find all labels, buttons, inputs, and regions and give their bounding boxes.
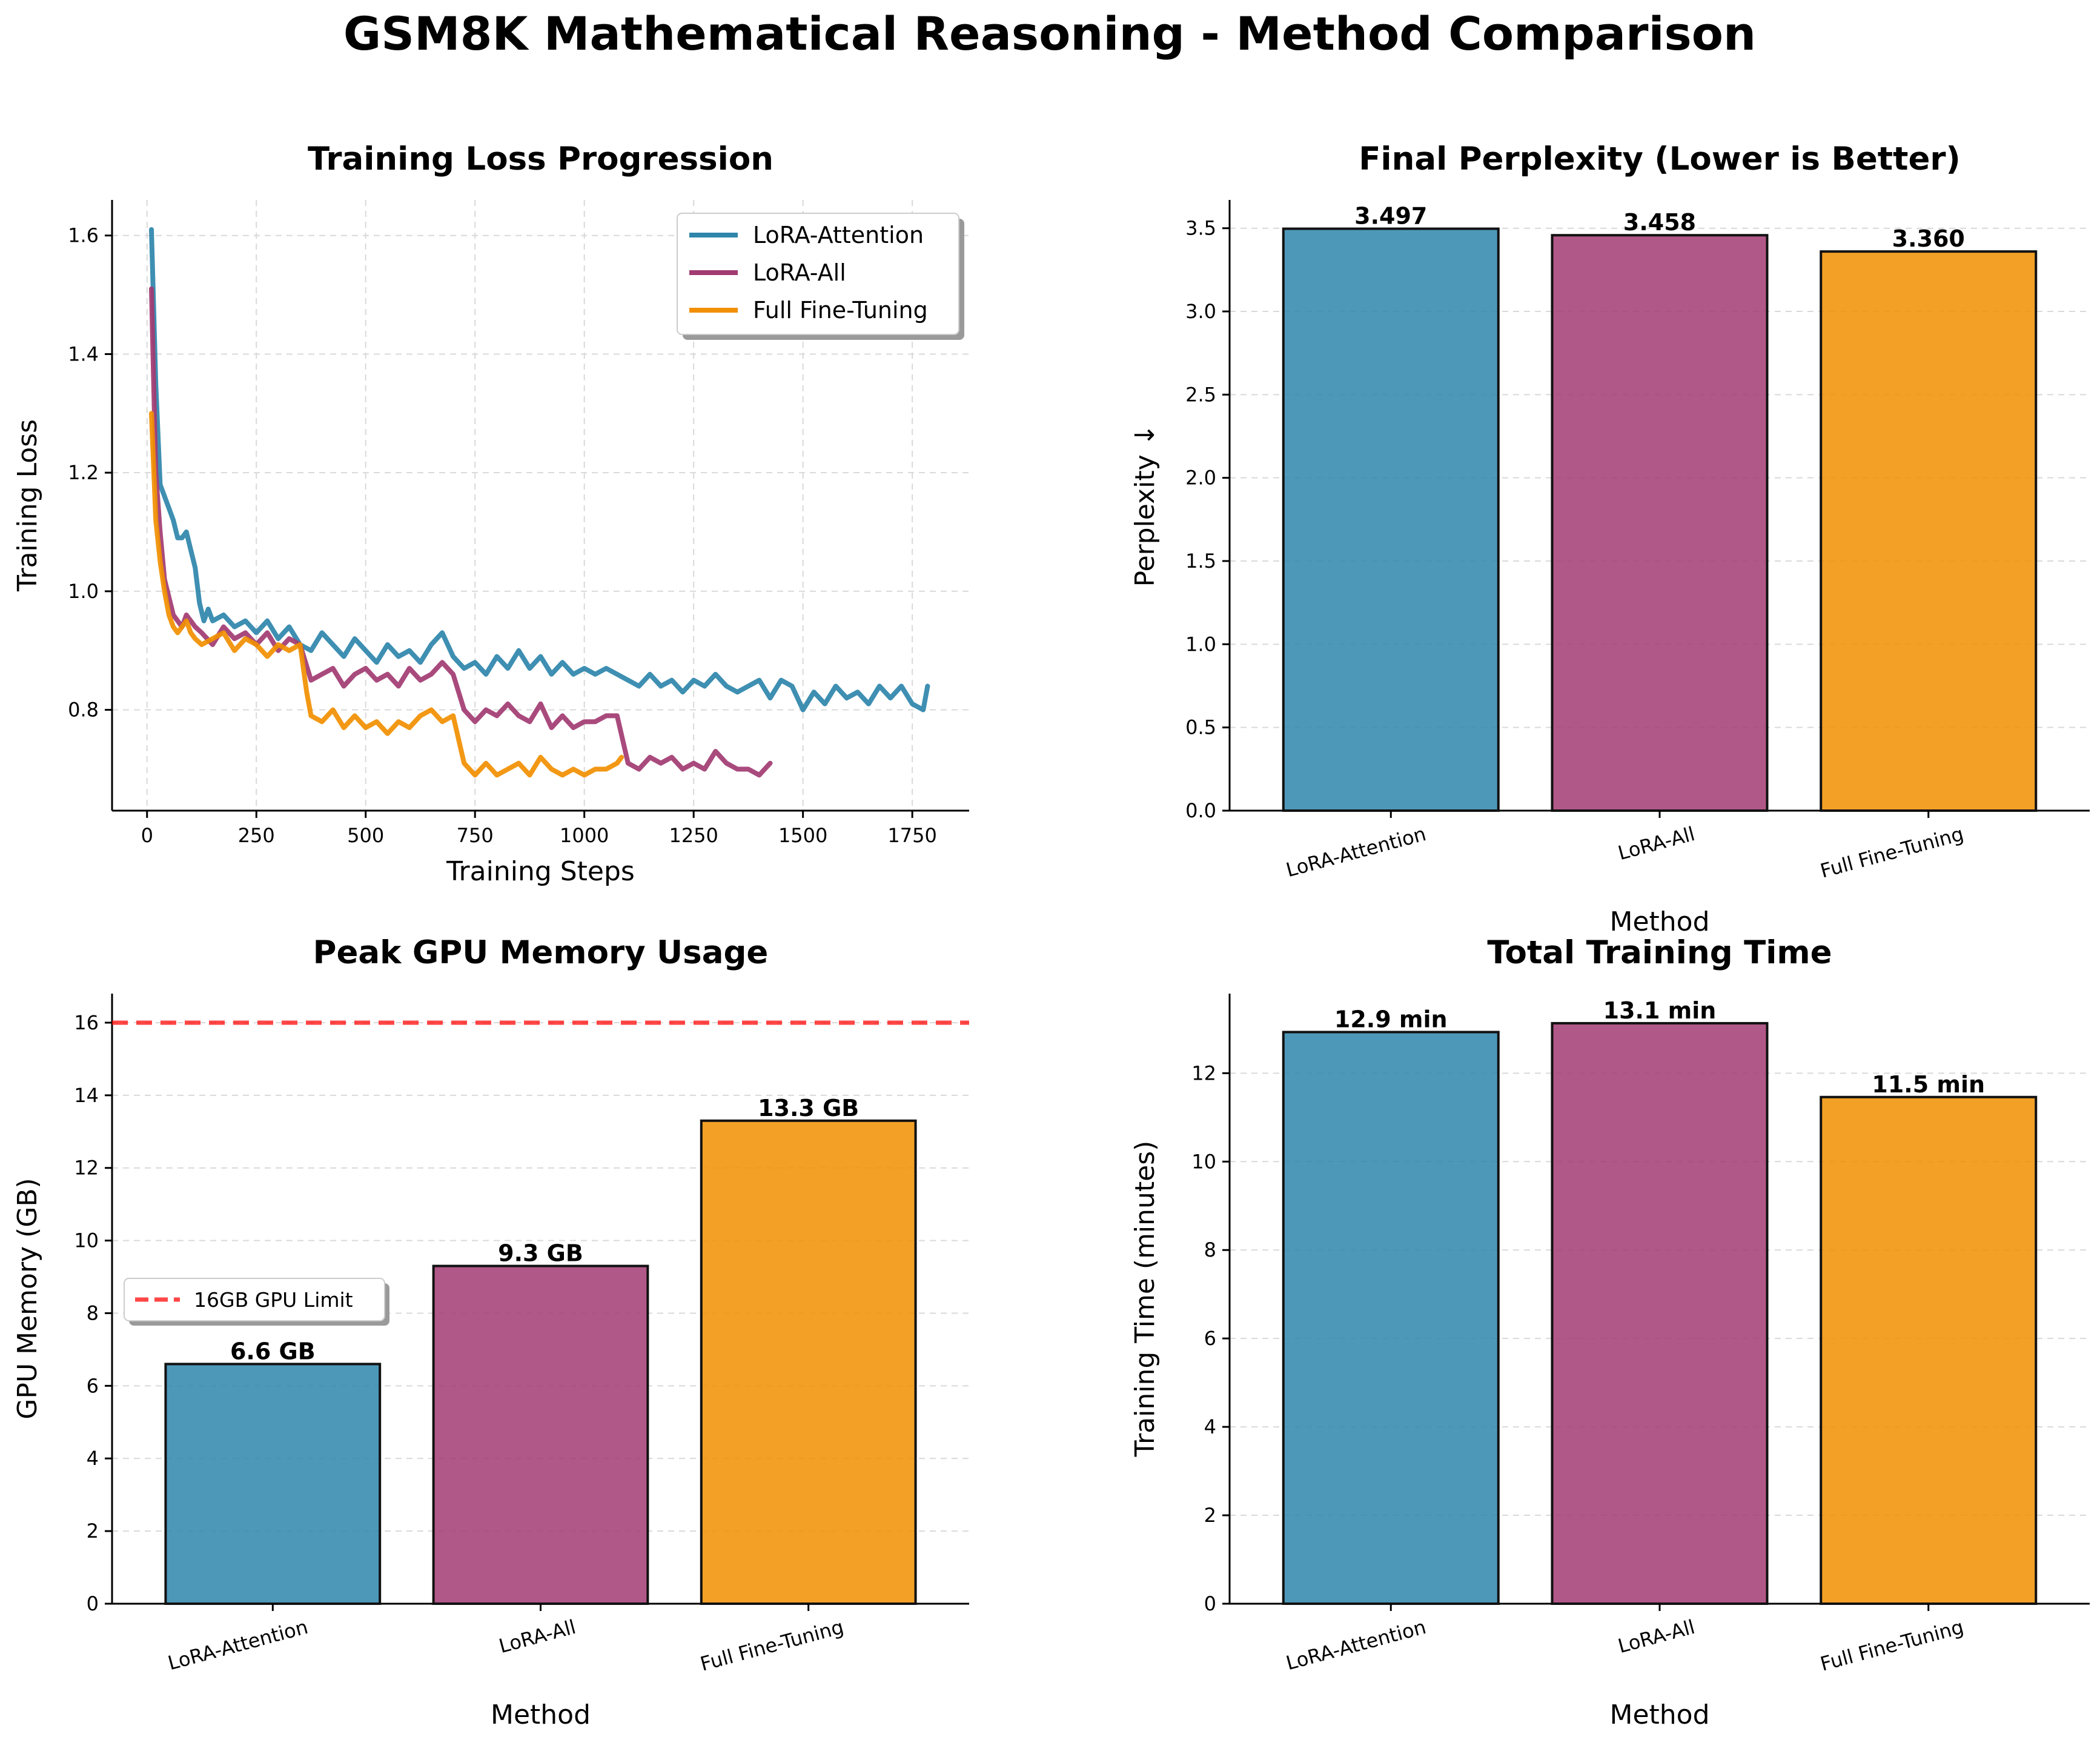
x-tick-label: 1000 [560, 824, 609, 847]
x-tick-label: 1250 [669, 824, 718, 847]
x-tick-label: LoRA-All [497, 1615, 578, 1658]
y-tick-label: 1.5 [1185, 550, 1216, 573]
bar-lora-all [1551, 234, 1769, 812]
bar-value-label: 6.6 GB [230, 1338, 316, 1364]
panel-title: Training Loss Progression [308, 141, 773, 178]
bar-full-fine-tuning [700, 1119, 917, 1605]
y-axis-label: Training Time (minutes) [1130, 1141, 1161, 1458]
legend-label: LoRA-All [753, 259, 846, 286]
perplexity-panel: Final Perplexity (Lower is Better) 0.0 0.5… [1130, 141, 2090, 937]
y-tick-label: 0 [1204, 1592, 1216, 1615]
y-tick-label: 14 [74, 1084, 99, 1107]
x-tick-label: 0 [141, 824, 153, 847]
x-tick-label: Full Fine-Tuning [1818, 822, 1966, 883]
bar-lora-all [1551, 1021, 1769, 1606]
bar-full-fine-tuning [1820, 1095, 2038, 1605]
y-axis-label: Perplexity ↓ [1130, 424, 1161, 587]
panel-title: Peak GPU Memory Usage [313, 934, 769, 971]
x-tick-label: LoRA-All [1615, 822, 1697, 865]
legend-box [124, 1278, 385, 1321]
y-tick-label: 6 [1204, 1327, 1216, 1350]
bar-value-label: 13.1 min [1603, 997, 1717, 1024]
y-tick-label: 1.4 [68, 342, 99, 365]
bar-value-label: 9.3 GB [498, 1240, 583, 1267]
x-tick-label: 750 [457, 824, 494, 847]
y-tick-label: 2 [87, 1519, 99, 1543]
y-tick-label: 3.5 [1185, 217, 1216, 240]
y-tick-label: 2 [1204, 1504, 1216, 1527]
figure-title: GSM8K Mathematical Reasoning - Method Co… [343, 7, 1756, 61]
legend-box [677, 213, 959, 335]
y-tick-label: 10 [1191, 1150, 1216, 1173]
bar-lora-all [432, 1264, 649, 1605]
y-tick-label: 1.2 [68, 461, 99, 484]
y-tick-label: 0.5 [1185, 716, 1216, 739]
y-tick-label: 10 [74, 1229, 99, 1252]
x-tick-label: LoRA-Attention [165, 1615, 310, 1675]
y-tick-label: 6 [87, 1374, 99, 1397]
legend-label: Full Fine-Tuning [753, 297, 928, 324]
x-tick-label: LoRA-All [1615, 1615, 1697, 1658]
x-tick-label: LoRA-Attention [1284, 1615, 1428, 1675]
y-tick-label: 1.0 [68, 580, 99, 603]
gpu-memory-panel: Peak GPU Memory Usage 0 2 4 6 8 10 12 14 16 GPU Me… [12, 934, 969, 1730]
loss-line-full-fine-tuning [149, 411, 624, 778]
bar-value-label: 3.458 [1623, 209, 1696, 236]
x-tick-label: Full Fine-Tuning [1818, 1615, 1966, 1676]
y-tick-label: 1.0 [1185, 633, 1216, 656]
y-tick-label: 12 [74, 1157, 99, 1180]
y-tick-label: 1.6 [68, 224, 99, 247]
x-tick-label: Full Fine-Tuning [698, 1615, 846, 1676]
y-tick-label: 0.8 [68, 699, 99, 722]
y-tick-label: 3.0 [1185, 300, 1216, 323]
training-time-panel: Total Training Time 0 2 4 6 8 10 12 Training Tim… [1130, 934, 2090, 1730]
x-tick-label: 250 [238, 824, 275, 847]
bar-lora-attention [1282, 1031, 1500, 1605]
bar-full-fine-tuning [1820, 250, 2038, 812]
x-axis-label: Method [1609, 1699, 1709, 1730]
bar-lora-attention [1282, 227, 1500, 812]
bar-value-label: 11.5 min [1872, 1071, 1985, 1098]
x-axis-label: Method [491, 1699, 591, 1730]
x-tick-label: 500 [347, 824, 384, 847]
y-tick-label: 0.0 [1185, 799, 1216, 822]
y-axis-label: GPU Memory (GB) [12, 1178, 43, 1419]
panel-title: Final Perplexity (Lower is Better) [1359, 141, 1961, 178]
loss-panel: 0 250 500 750 1000 1250 1500 1750 Training Loss … [12, 141, 969, 887]
bar-value-label: 3.497 [1354, 203, 1427, 230]
bar-value-label: 12.9 min [1334, 1006, 1448, 1032]
y-tick-label: 8 [87, 1301, 99, 1324]
loss-line-lora-attention [149, 227, 930, 712]
x-axis-label: Training Steps [446, 856, 635, 887]
panel-title: Total Training Time [1487, 934, 1832, 971]
x-tick-label: LoRA-Attention [1284, 822, 1428, 882]
loss-line-lora-all [149, 286, 773, 778]
y-tick-label: 4 [87, 1447, 99, 1470]
x-axis-label: Method [1609, 906, 1709, 937]
legend-label: 16GB GPU Limit [194, 1288, 353, 1312]
y-axis-label: Training Loss [12, 419, 43, 592]
bar-value-label: 13.3 GB [758, 1095, 859, 1121]
y-tick-label: 4 [1204, 1415, 1216, 1438]
x-tick-label: 1750 [887, 824, 936, 847]
x-tick-label: 1500 [778, 824, 827, 847]
y-tick-label: 16 [74, 1011, 99, 1034]
y-tick-label: 2.0 [1185, 467, 1216, 490]
bar-lora-attention [164, 1363, 382, 1605]
legend-label: LoRA-Attention [753, 222, 924, 248]
bar-value-label: 3.360 [1892, 225, 1965, 252]
y-tick-label: 0 [87, 1592, 99, 1615]
y-tick-label: 8 [1204, 1238, 1216, 1261]
y-tick-label: 12 [1191, 1061, 1216, 1084]
y-tick-label: 2.5 [1185, 383, 1216, 406]
